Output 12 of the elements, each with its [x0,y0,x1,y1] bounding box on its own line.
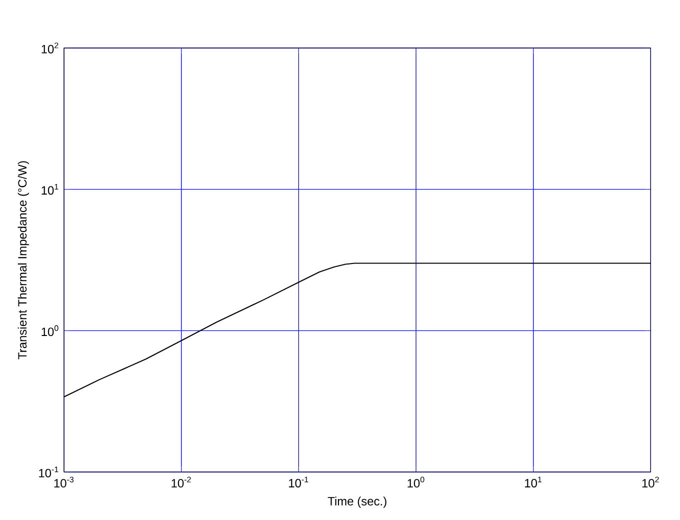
y-tick-label: 10$^{0}$ [42,325,58,336]
x-axis-title: Time (sec.) [328,496,386,508]
y-tick-label: 10$^{-1}$ [39,466,58,478]
y-tick-label: 10$^{2}$ [42,42,58,54]
y-axis-title: Transient Thermal Impedance (°C/W) [18,161,29,360]
x-tick-label: 10$^{0}$ [408,476,424,488]
x-tick-label: 10$^{-1}$ [289,476,308,488]
y-tick-label: 10$^{1}$ [42,184,58,195]
x-tick-label: 10$^{2}$ [642,476,659,488]
x-tick-label: 10$^{-3}$ [54,476,74,488]
x-tick-label: 10$^{-2}$ [172,476,191,488]
x-tick-label: 10$^{1}$ [525,476,542,488]
